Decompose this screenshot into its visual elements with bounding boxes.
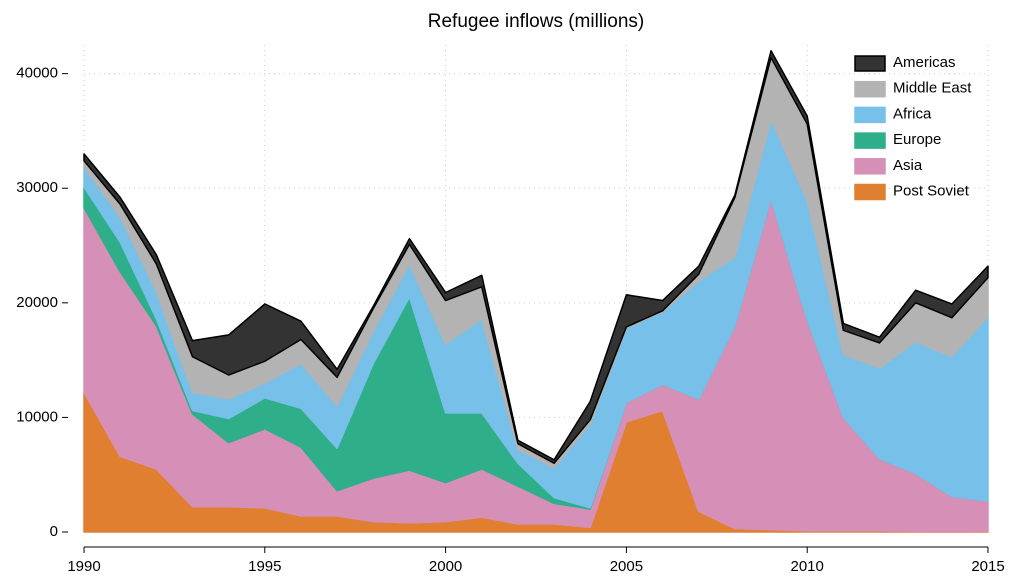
x-tick-label: 1990: [67, 558, 100, 575]
legend-swatch: [854, 183, 886, 201]
legend-swatch: [854, 55, 886, 72]
y-tick-label: 30000: [16, 179, 58, 196]
legend-label: Africa: [893, 105, 932, 122]
y-tick-label: 0: [50, 523, 58, 540]
x-tick-label: 2005: [610, 558, 643, 575]
legend-label: Middle East: [893, 80, 972, 97]
legend-swatch: [854, 132, 886, 149]
legend-label: Post Soviet: [893, 182, 970, 199]
chart-title: Refugee inflows (millions): [428, 11, 644, 32]
legend-swatch: [854, 158, 886, 175]
x-tick-label: 2015: [971, 558, 1004, 575]
legend-swatch: [854, 80, 886, 98]
legend-label: Europe: [893, 131, 941, 148]
y-tick-label: 40000: [16, 65, 58, 82]
x-tick-label: 1995: [248, 558, 281, 575]
y-tick-label: 10000: [16, 408, 58, 425]
legend-swatch: [854, 106, 886, 124]
x-tick-label: 2000: [429, 558, 462, 575]
area: [83, 49, 989, 464]
y-tick-label: 20000: [16, 294, 58, 311]
x-tick-label: 2010: [791, 558, 824, 575]
legend-label: Americas: [893, 54, 956, 71]
legend-label: Asia: [893, 157, 923, 174]
